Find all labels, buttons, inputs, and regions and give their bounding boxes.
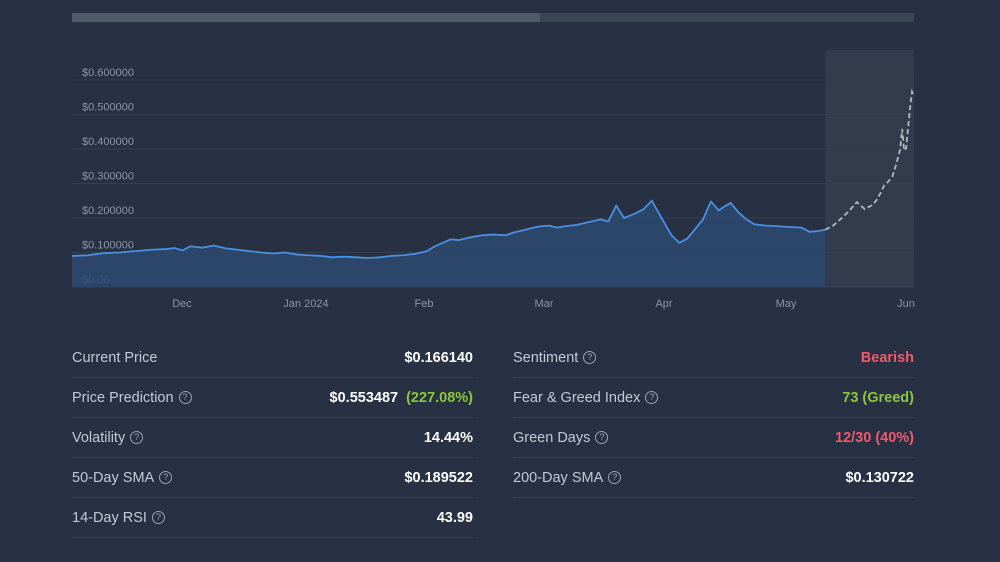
y-tick-label: $0.100000 [82,240,134,252]
stat-value: $0.189522 [404,470,473,486]
x-tick-label: May [776,298,797,310]
prediction-line [824,88,915,231]
stat-value-text: $0.189522 [404,469,473,486]
x-tick-label: Jan 2024 [283,298,328,310]
stat-value: 73 (Greed) [842,390,914,406]
stat-label-text: Fear & Greed Index [513,389,641,406]
y-tick-label: $0.300000 [82,171,134,183]
stat-value-text: 12/30 (40%) [835,429,914,446]
help-icon[interactable]: ? [595,431,609,444]
stats-left-column: Current Price $0.166140 Price Prediction? $… [72,338,473,538]
stat-value-text: $0.130722 [845,469,914,486]
stat-label: 50-Day SMA? [72,469,173,486]
stat-row: Sentiment? Bearish [513,338,914,378]
stat-label: Sentiment? [513,349,597,366]
stat-value: $0.166140 [404,350,473,366]
stat-label-text: 200-Day SMA [513,469,604,486]
stat-row: Volatility? 14.44% [72,418,473,458]
prediction-region [825,50,914,287]
stat-value: $0.130722 [845,470,914,486]
x-tick-label: Mar [535,298,554,310]
stats-right-column: Sentiment? Bearish Fear & Greed Index? 73 (… [513,338,914,498]
historical-area [72,200,826,287]
stat-value: 14.44% [424,430,473,446]
stat-label-text: 50-Day SMA [72,469,155,486]
stat-label-text: Current Price [72,349,158,366]
stat-value: 12/30 (40%) [835,430,914,446]
help-icon[interactable]: ? [159,471,173,484]
stat-label: Volatility? [72,429,144,446]
stat-row: 14-Day RSI? 43.99 [72,498,473,538]
stat-label: 14-Day RSI? [72,510,165,526]
y-tick-label: $0.200000 [82,205,134,217]
stat-label-text: Volatility [72,429,126,446]
stat-label: 200-Day SMA? [513,469,622,486]
stat-row: Fear & Greed Index? 73 (Greed) [513,378,914,418]
stat-label: Green Days? [513,429,609,446]
stat-label: Current Price [72,350,157,366]
historical-price-line [71,199,826,259]
stat-value: $0.553487 (227.08%) [330,390,473,406]
progress-fill [72,13,541,22]
x-tick-label: Jun [897,298,915,310]
stat-row: 200-Day SMA? $0.130722 [513,458,914,498]
stat-value-text: Bearish [860,349,914,366]
help-icon[interactable]: ? [608,471,622,484]
stat-value-text: 73 (Greed) [842,389,914,406]
x-tick-label: Apr [655,298,672,310]
y-tick-label: $0.600000 [82,67,134,79]
help-icon[interactable]: ? [178,391,192,404]
price-chart: $0.00$0.100000$0.200000$0.300000$0.40000… [71,50,915,310]
stat-value-text: 14.44% [423,429,473,446]
help-icon[interactable]: ? [645,391,659,404]
stat-row: Price Prediction? $0.553487 (227.08%) [72,378,473,418]
stat-change-percent: (227.08%) [406,389,473,406]
loading-progress-bar [72,13,914,22]
stat-value: Bearish [861,350,914,366]
stat-row: Current Price $0.166140 [72,338,473,378]
stat-label-text: Price Prediction [72,389,174,406]
y-tick-label: $0.400000 [82,136,134,148]
stat-label-text: 14-Day RSI [72,509,147,526]
stat-label-text: Sentiment [513,349,579,366]
stat-value-text: $0.166140 [404,349,473,366]
stat-row: Green Days? 12/30 (40%) [513,418,914,458]
help-icon[interactable]: ? [130,431,144,444]
x-tick-label: Dec [172,298,192,310]
x-tick-label: Feb [415,298,434,310]
stat-value-text: $0.553487 [329,389,399,406]
stat-row: 50-Day SMA? $0.189522 [72,458,473,498]
stat-label-text: Green Days [513,429,591,446]
help-icon[interactable]: ? [583,351,597,364]
stat-value: 43.99 [437,510,473,526]
stat-label: Price Prediction? [72,390,192,406]
stat-value-text: 43.99 [436,509,473,526]
stat-label: Fear & Greed Index? [513,389,659,406]
help-icon[interactable]: ? [151,511,165,524]
y-tick-label: $0.500000 [82,102,134,114]
